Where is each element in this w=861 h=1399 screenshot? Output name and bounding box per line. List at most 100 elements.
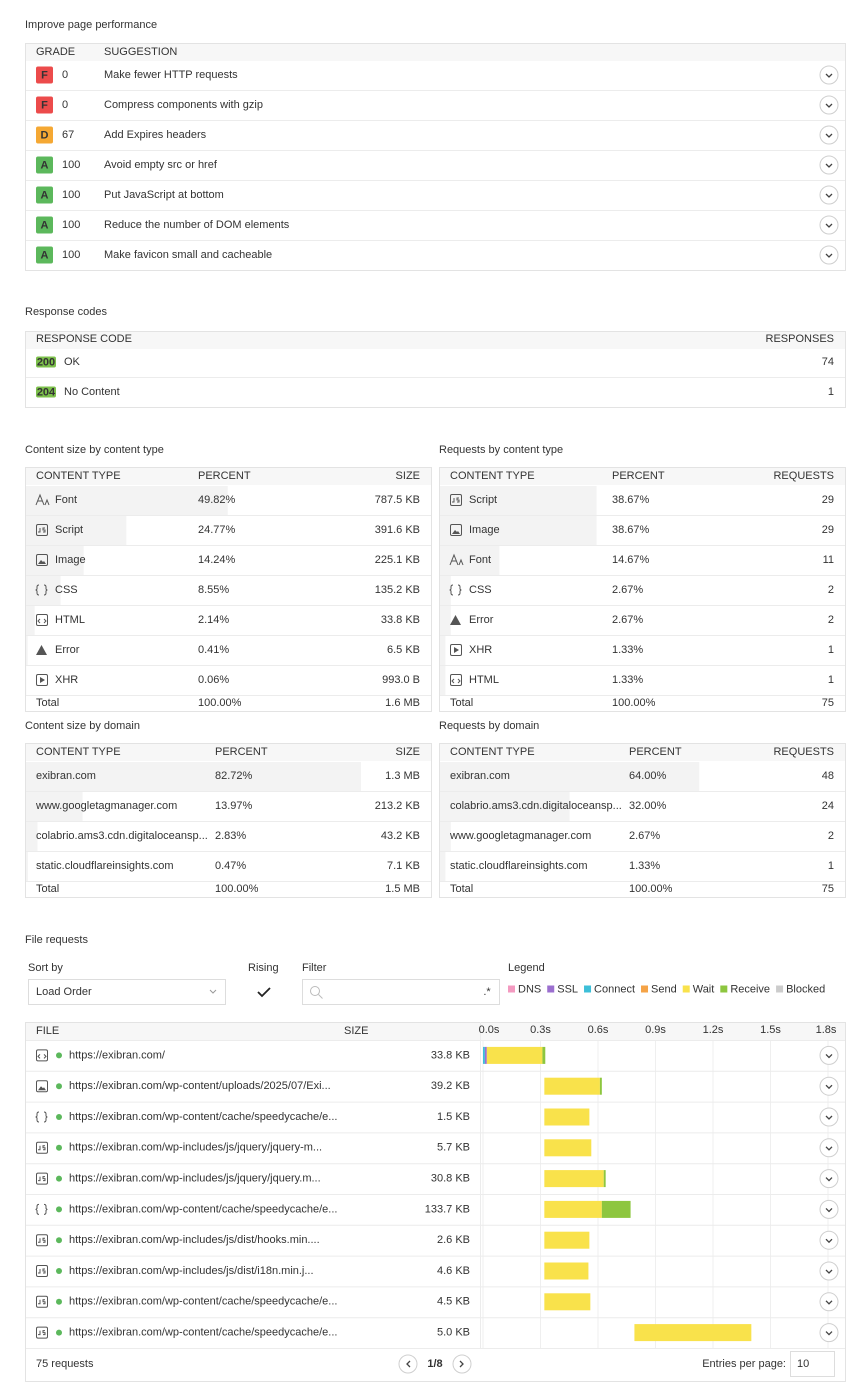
percent: 38.67% bbox=[612, 524, 650, 536]
file-size: 2.6 KB bbox=[437, 1234, 470, 1246]
expand-button[interactable] bbox=[819, 1138, 839, 1158]
timeline-tick-label: 0.9s bbox=[645, 1024, 666, 1036]
status-dot bbox=[56, 1083, 62, 1090]
amount: 11 bbox=[823, 554, 834, 566]
percent: 82.72% bbox=[215, 770, 253, 782]
amount: 1 bbox=[828, 674, 834, 686]
js-icon bbox=[36, 1234, 48, 1247]
expand-button[interactable] bbox=[819, 1199, 839, 1219]
row-label: static.cloudflareinsights.com bbox=[450, 860, 588, 872]
row-label: www.googletagmanager.com bbox=[449, 830, 591, 842]
grade-score: 100 bbox=[62, 219, 80, 231]
timing-segment bbox=[544, 1077, 600, 1095]
image-icon-mark bbox=[452, 530, 460, 534]
prev-arrow bbox=[406, 1360, 411, 1368]
percent: 8.55% bbox=[198, 584, 229, 596]
next-page[interactable] bbox=[452, 1354, 472, 1374]
amount: 993.0 B bbox=[382, 674, 420, 686]
timing-segment bbox=[544, 1293, 591, 1311]
request-count: 75 requests bbox=[36, 1358, 94, 1370]
image-icon-mark bbox=[38, 560, 46, 564]
js-icon bbox=[36, 1172, 48, 1185]
status-text: No Content bbox=[64, 386, 120, 398]
rising-checkbox[interactable] bbox=[257, 987, 271, 998]
status-text: OK bbox=[64, 356, 81, 368]
total-label: Total bbox=[36, 697, 59, 709]
status-dot bbox=[56, 1114, 62, 1120]
rising-label: Rising bbox=[248, 962, 279, 974]
expand-button[interactable] bbox=[819, 1045, 839, 1065]
prev-page[interactable] bbox=[398, 1354, 418, 1374]
amount: 213.2 KB bbox=[375, 800, 420, 812]
expand-button[interactable] bbox=[819, 1107, 839, 1127]
status-dot bbox=[56, 1144, 62, 1151]
grade-badge bbox=[36, 66, 53, 84]
column-header: REQUESTS bbox=[773, 746, 834, 758]
timeline-tick-label: 0.6s bbox=[588, 1024, 609, 1036]
file-url: https://exibran.com/wp-content/cache/spe… bbox=[69, 1327, 337, 1339]
expand-button[interactable] bbox=[819, 245, 839, 265]
amount: 43.2 KB bbox=[381, 830, 420, 842]
per-page-value: 10 bbox=[797, 1358, 809, 1370]
grade-score: 100 bbox=[62, 159, 80, 171]
percent-bar bbox=[26, 606, 35, 635]
column-header: SIZE bbox=[396, 746, 420, 758]
amount: 48 bbox=[822, 770, 834, 782]
expand-button[interactable] bbox=[819, 1076, 839, 1096]
xhr-icon-mark bbox=[454, 647, 459, 653]
chevron-icon bbox=[825, 1053, 833, 1059]
file-url: https://exibran.com/wp-content/uploads/2… bbox=[69, 1080, 331, 1092]
file-size: 39.2 KB bbox=[431, 1080, 470, 1092]
per-page-input[interactable] bbox=[790, 1351, 835, 1377]
row-label: XHR bbox=[469, 644, 492, 656]
expand-button[interactable] bbox=[819, 155, 839, 175]
expand-button[interactable] bbox=[819, 1292, 839, 1312]
row-label: www.googletagmanager.com bbox=[35, 800, 177, 812]
amount: 1.3 MB bbox=[385, 770, 420, 782]
html-icon-mark bbox=[37, 1054, 47, 1059]
expand-button[interactable] bbox=[819, 125, 839, 145]
file-url: https://exibran.com/wp-includes/js/jquer… bbox=[69, 1142, 322, 1154]
section-title: Requests by content type bbox=[439, 444, 563, 456]
column-header: GRADE bbox=[36, 46, 75, 58]
legend-label: Receive bbox=[730, 983, 770, 995]
table-header bbox=[26, 744, 431, 761]
expand-button[interactable] bbox=[819, 185, 839, 205]
html-icon-mark bbox=[451, 678, 461, 684]
file-size: 30.8 KB bbox=[431, 1173, 470, 1185]
percent: 38.67% bbox=[612, 494, 650, 506]
amount: 1 bbox=[828, 644, 834, 656]
legend-title: Legend bbox=[508, 962, 545, 974]
expand-button[interactable] bbox=[819, 65, 839, 85]
row-label: HTML bbox=[469, 674, 499, 686]
chevron-icon bbox=[825, 1115, 833, 1120]
total-amount: 75 bbox=[822, 883, 834, 895]
chevron-icon bbox=[825, 133, 833, 138]
expand-button[interactable] bbox=[819, 95, 839, 115]
timing-segment bbox=[603, 1170, 606, 1188]
timing-segment bbox=[483, 1046, 485, 1064]
js-icon bbox=[36, 524, 48, 536]
expand-button[interactable] bbox=[819, 1323, 839, 1343]
grade-letter: A bbox=[41, 159, 49, 171]
expand-button[interactable] bbox=[819, 1230, 839, 1250]
legend-swatch bbox=[508, 985, 515, 993]
expand-button[interactable] bbox=[819, 215, 839, 235]
html-icon-mark bbox=[37, 618, 47, 624]
sort-select[interactable] bbox=[28, 979, 226, 1005]
timing-segment bbox=[544, 1108, 590, 1126]
search-icon bbox=[310, 986, 320, 996]
column-header: FILE bbox=[36, 1025, 59, 1037]
percent-bar bbox=[440, 666, 446, 695]
filter-input[interactable] bbox=[302, 979, 500, 1005]
grade-score: 100 bbox=[62, 189, 80, 201]
suggestion: Make fewer HTTP requests bbox=[104, 69, 238, 81]
percent: 2.67% bbox=[629, 830, 660, 842]
column-header: PERCENT bbox=[215, 746, 268, 758]
amount: 2 bbox=[828, 584, 834, 596]
status-dot bbox=[56, 1237, 62, 1244]
row-label: Script bbox=[55, 524, 83, 536]
expand-button[interactable] bbox=[819, 1169, 839, 1189]
percent: 1.33% bbox=[612, 644, 643, 656]
expand-button[interactable] bbox=[819, 1261, 839, 1281]
